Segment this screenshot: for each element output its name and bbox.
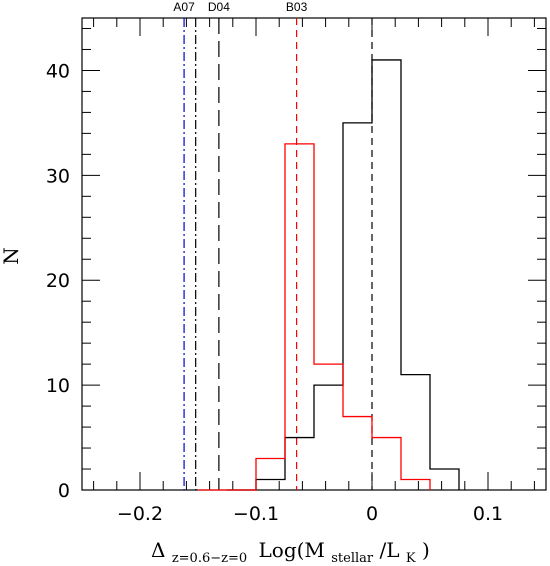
y-axis-title: N <box>0 247 23 265</box>
y-tick-label: 30 <box>46 165 70 187</box>
x-axis-title-close: ) <box>422 538 430 562</box>
y-tick-labels: 0 10 20 30 40 <box>46 60 70 502</box>
y-tick-label: 40 <box>46 60 70 82</box>
x-tick-label: −0.1 <box>233 503 279 525</box>
x-axis-title: Δ z=0.6−z=0 Log(M stellar /L K ) <box>151 538 430 566</box>
y-tick-label: 10 <box>46 375 70 397</box>
plot-frame <box>81 17 547 491</box>
x-tick-labels: −0.2 −0.1 0 0.1 <box>117 503 503 525</box>
histogram-outline <box>227 59 460 491</box>
x-axis-title-m-sub: stellar <box>331 551 374 566</box>
x-tick-label: 0 <box>366 503 378 525</box>
tick-marks <box>82 18 546 491</box>
x-tick-label: −0.2 <box>117 503 163 525</box>
y-tick-label: 20 <box>46 270 70 292</box>
reference-line-label: A07 <box>173 0 195 14</box>
x-axis-title-delta-sub: z=0.6−z=0 <box>172 551 247 566</box>
x-axis-title-l-sub: K <box>406 551 416 566</box>
x-axis-title-delta: Δ <box>151 538 165 562</box>
histogram-outline <box>198 143 431 491</box>
x-axis-title-slash-l: /L <box>380 538 400 562</box>
reference-line-label: B03 <box>286 0 308 14</box>
y-tick-label: 0 <box>58 480 70 502</box>
x-tick-label: 0.1 <box>473 503 503 525</box>
reference-lines: A07 D04 B03 <box>173 0 373 490</box>
x-axis-title-log: Log(M <box>259 538 325 562</box>
reference-line-label: D04 <box>208 0 230 14</box>
histogram-series <box>198 59 460 491</box>
